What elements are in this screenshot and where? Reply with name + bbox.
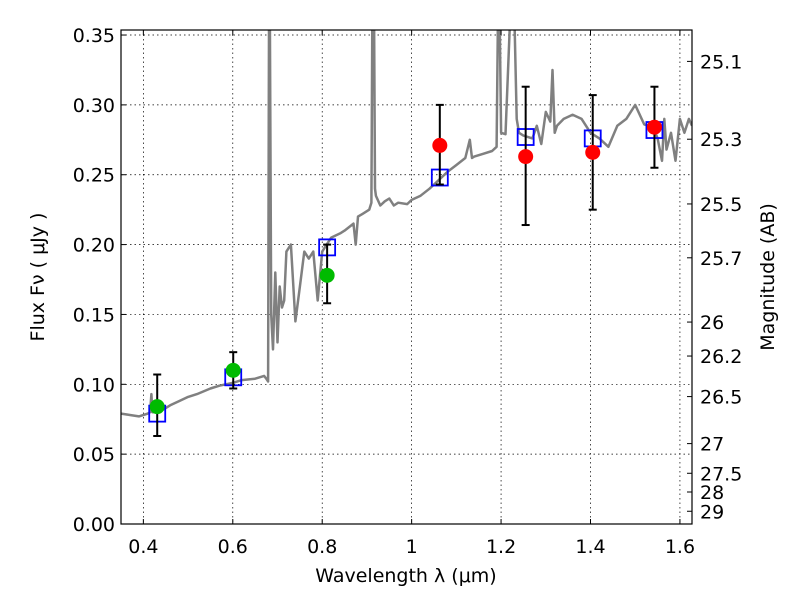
spectrum-line [121, 30, 692, 418]
y2-tick-label: 25.1 [700, 51, 742, 73]
y2-tick-label: 27 [700, 434, 724, 456]
y-tick-label: 0.10 [73, 374, 115, 396]
data-point-marker [149, 399, 165, 415]
y2-tick-label: 25.3 [700, 129, 742, 151]
y2-tick-label: 26.2 [700, 346, 742, 368]
y-tick-label: 0.05 [73, 444, 115, 466]
y-tick-label: 0.25 [73, 165, 115, 187]
y2-tick-label: 29 [700, 501, 724, 523]
y2-tick-label: 25.5 [700, 194, 742, 216]
y2-tick-label: 28 [700, 482, 724, 504]
x-tick-label: 0.4 [128, 536, 158, 558]
data-point-marker [518, 149, 534, 165]
plot-area [121, 30, 692, 437]
y2-tick-label: 25.7 [700, 248, 742, 270]
y2-axis-label: Magnitude (AB) [757, 203, 779, 351]
data-point-marker [585, 144, 601, 160]
plot-frame [120, 29, 693, 525]
x-tick-label: 1.2 [486, 536, 516, 558]
x-tick-label: 0.6 [218, 536, 248, 558]
data-point-marker [225, 362, 241, 378]
data-point-marker [432, 137, 448, 153]
y-tick-label: 0.15 [73, 304, 115, 326]
y2-tick-label: 26.5 [700, 387, 742, 409]
axes: 0.4 0.6 0.8 1 1.2 1.4 1.6 0.00 0.05 0.10 0.15 0.20 0… [73, 25, 743, 558]
y-axis-label: Flux Fν ( μJy ) [27, 213, 49, 342]
x-tick-label: 1 [406, 536, 418, 558]
data-point-marker [646, 119, 662, 135]
y-tick-label: 0.00 [73, 514, 115, 536]
y2-tick-label: 26 [700, 312, 724, 334]
x-tick-label: 1.4 [575, 536, 605, 558]
y-tick-label: 0.20 [73, 235, 115, 257]
y2-tick-label: 27.5 [700, 463, 742, 485]
y-tick-label: 0.35 [73, 25, 115, 47]
y-tick-label: 0.30 [73, 95, 115, 117]
data-point-marker [319, 267, 335, 283]
x-axis-label: Wavelength λ (μm) [315, 565, 496, 587]
x-tick-label: 0.8 [307, 536, 337, 558]
x-tick-label: 1.6 [665, 536, 695, 558]
